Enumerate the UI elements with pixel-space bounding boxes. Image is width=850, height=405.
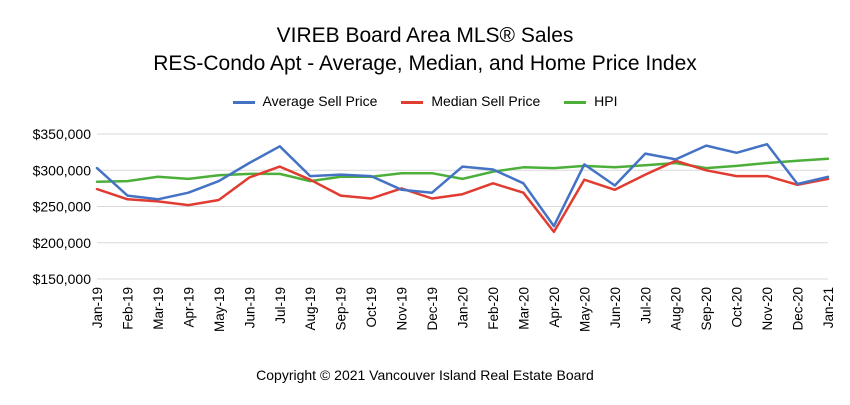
legend-label-average: Average Sell Price	[262, 93, 378, 110]
x-tick-label-12: Jan-20	[456, 287, 471, 328]
legend-item-average: Average Sell Price	[232, 93, 378, 110]
y-tick-label-1: $200,000	[33, 235, 92, 251]
x-tick-label-7: Aug-19	[303, 287, 318, 331]
y-tick-label-3: $300,000	[33, 162, 92, 178]
legend-swatch-median	[401, 101, 424, 105]
legend-swatch-hpi	[564, 101, 587, 105]
y-tick-label-2: $250,000	[33, 199, 92, 215]
x-tick-label-20: Sep-20	[699, 287, 714, 331]
x-tick-label-6: Jul-19	[273, 287, 288, 324]
x-tick-label-17: Jun-20	[608, 287, 623, 328]
chart-legend: Average Sell Price Median Sell Price HPI	[0, 92, 850, 109]
x-tick-label-16: May-20	[577, 287, 592, 332]
chart-title-line-1: VIREB Board Area MLS® Sales	[276, 24, 574, 47]
y-tick-label-0: $150,000	[33, 271, 92, 287]
chart-title-line-2: RES-Condo Apt - Average, Median, and Hom…	[153, 52, 697, 75]
x-tick-label-24: Jan-21	[821, 287, 836, 328]
legend-swatch-average	[232, 101, 255, 105]
chart-title: VIREB Board Area MLS® Sales RES-Condo Ap…	[0, 22, 850, 78]
x-tick-label-13: Feb-20	[486, 287, 501, 330]
x-tick-label-14: Mar-20	[516, 287, 531, 330]
x-tick-label-11: Dec-19	[425, 287, 440, 331]
series-line-average-sell-price	[95, 142, 830, 228]
legend-item-hpi: HPI	[564, 93, 617, 109]
x-tick-label-4: May-19	[212, 287, 227, 332]
x-tick-label-18: Jul-20	[638, 287, 653, 324]
x-tick-label-5: Jun-19	[242, 287, 257, 328]
legend-item-median: Median Sell Price	[401, 93, 540, 109]
x-tick-label-2: Mar-19	[151, 287, 166, 330]
x-tick-label-0: Jan-19	[90, 287, 105, 328]
x-tick-label-19: Aug-20	[669, 287, 684, 331]
x-tick-label-15: Apr-20	[547, 287, 562, 328]
legend-label-hpi: HPI	[594, 93, 618, 110]
x-tick-label-8: Sep-19	[334, 287, 349, 331]
legend-label-median: Median Sell Price	[431, 93, 541, 110]
x-tick-label-10: Nov-19	[395, 287, 410, 331]
y-tick-label-4: $350,000	[33, 126, 92, 142]
x-tick-label-1: Feb-19	[120, 287, 135, 330]
x-tick-label-3: Apr-19	[181, 287, 196, 328]
copyright-text: Copyright © 2021 Vancouver Island Real E…	[256, 367, 594, 383]
series-line-median-sell-price	[95, 159, 830, 234]
series-line-hpi	[95, 157, 830, 184]
x-tick-label-9: Oct-19	[364, 287, 379, 328]
x-tick-label-21: Oct-20	[730, 287, 745, 328]
x-tick-label-22: Nov-20	[760, 287, 775, 331]
x-tick-label-23: Dec-20	[791, 287, 806, 331]
